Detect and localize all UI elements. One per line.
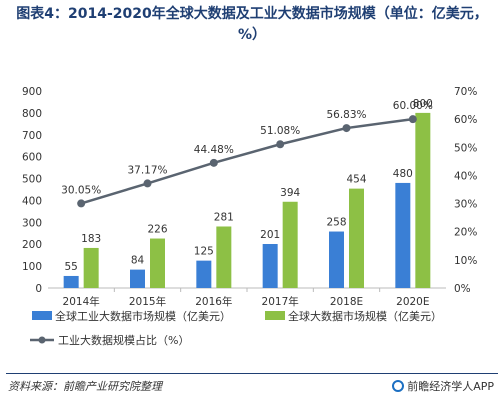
industrial-bar-label: 84 <box>131 255 145 267</box>
global-bar <box>216 226 232 288</box>
industrial-bar <box>63 275 79 288</box>
y-right-tick-label: 30% <box>454 199 477 211</box>
share-point <box>408 115 417 124</box>
share-point <box>342 124 351 133</box>
x-tick-label: 2014年 <box>63 295 100 308</box>
brand-text: 前瞻经济学人APP <box>407 380 494 393</box>
y-left-tick-label: 700 <box>22 130 42 142</box>
global-bar <box>282 201 298 288</box>
industrial-bar-label: 55 <box>64 261 77 273</box>
y-left-tick-label: 100 <box>22 261 42 273</box>
global-bar-label: 183 <box>81 233 101 245</box>
legend-share-marker <box>38 336 46 344</box>
industrial-bar <box>395 182 411 288</box>
y-left-tick-label: 200 <box>22 239 42 251</box>
y-right-tick-label: 50% <box>454 142 477 154</box>
chart-axes: 0 100 200 300 400 500 600 700 800 900 0% 10% 20% 30% 4… <box>22 86 477 308</box>
share-point-label: 60.00% <box>393 100 433 112</box>
chart-line: 30.05% 37.17% 44.48% 51.08% 56.83% 60.00% <box>61 100 433 208</box>
industrial-bar-label: 258 <box>326 217 346 229</box>
industrial-bar <box>196 260 212 288</box>
x-tick-label: 2020E <box>396 296 429 308</box>
industrial-bar <box>329 231 344 288</box>
x-tick-label: 2015年 <box>129 295 166 308</box>
share-point <box>143 179 152 188</box>
share-point <box>77 199 86 208</box>
y-right-tick-label: 0% <box>454 283 471 295</box>
y-left-tick-label: 500 <box>22 174 42 186</box>
x-tick-label: 2018E <box>330 296 363 308</box>
global-bar-label: 281 <box>214 211 234 223</box>
y-left-tick-label: 400 <box>22 195 42 207</box>
y-right-tick-label: 70% <box>454 86 477 98</box>
y-left-tick-label: 300 <box>22 217 42 229</box>
industrial-bar-label: 480 <box>393 168 413 180</box>
global-bar-label: 394 <box>280 187 300 199</box>
combo-chart: 0 100 200 300 400 500 600 700 800 900 0% 10% 20% 30% 4… <box>22 86 477 347</box>
y-right-tick-label: 10% <box>454 255 477 267</box>
chart-title: 图表4：2014-2020年全球大数据及工业大数据市场规模（单位：亿美元，%） <box>16 6 488 43</box>
legend-share-label: 工业大数据规模占比（%） <box>58 333 189 347</box>
share-point-label: 30.05% <box>61 184 101 196</box>
y-left-tick-label: 800 <box>22 108 42 120</box>
global-bar-label: 800 <box>413 98 433 110</box>
global-bar <box>83 247 99 288</box>
footer-divider <box>6 373 498 374</box>
industrial-bar <box>262 244 278 288</box>
industrial-bar <box>130 269 145 288</box>
y-right-tick-label: 40% <box>454 170 477 182</box>
chart-bars: 55 84 125 201 258 480 183 226 281 394 454 800 <box>63 98 433 288</box>
global-bar <box>150 238 165 288</box>
global-bar <box>349 188 364 288</box>
share-point-label: 37.17% <box>127 164 167 176</box>
brand-mark: 前瞻经济学人APP <box>392 378 494 394</box>
share-line <box>80 117 413 205</box>
global-bar <box>415 112 431 288</box>
global-bar-label: 226 <box>147 224 167 236</box>
share-point-label: 51.08% <box>260 125 300 137</box>
global-bar-label: 454 <box>346 174 366 186</box>
industrial-bar-label: 201 <box>260 229 280 241</box>
y-right-tick-label: 60% <box>454 114 477 126</box>
legend-global-swatch <box>265 311 285 320</box>
y-left-tick-label: 0 <box>35 283 42 295</box>
share-point-label: 44.48% <box>194 144 234 156</box>
share-point-label: 56.83% <box>326 109 366 121</box>
y-left-tick-label: 900 <box>22 86 42 98</box>
legend-industrial-swatch <box>32 311 52 320</box>
x-tick-label: 2017年 <box>262 295 299 308</box>
legend-global-label: 全球大数据市场规模（亿美元） <box>288 309 442 323</box>
industrial-bar-label: 125 <box>194 246 214 258</box>
source-note: 资料来源：前瞻产业研究院整理 <box>8 380 162 393</box>
x-tick-label: 2016年 <box>195 295 232 308</box>
chart-legend: 全球工业大数据市场规模（亿美元） 全球大数据市场规模（亿美元） 工业大数据规模占比（… <box>30 309 442 347</box>
brand-logo-icon <box>392 380 405 392</box>
y-left-tick-label: 600 <box>22 152 42 164</box>
share-point <box>276 140 285 149</box>
legend-industrial-label: 全球工业大数据市场规模（亿美元） <box>55 309 231 323</box>
y-right-tick-label: 20% <box>454 227 477 239</box>
share-point <box>209 158 218 167</box>
